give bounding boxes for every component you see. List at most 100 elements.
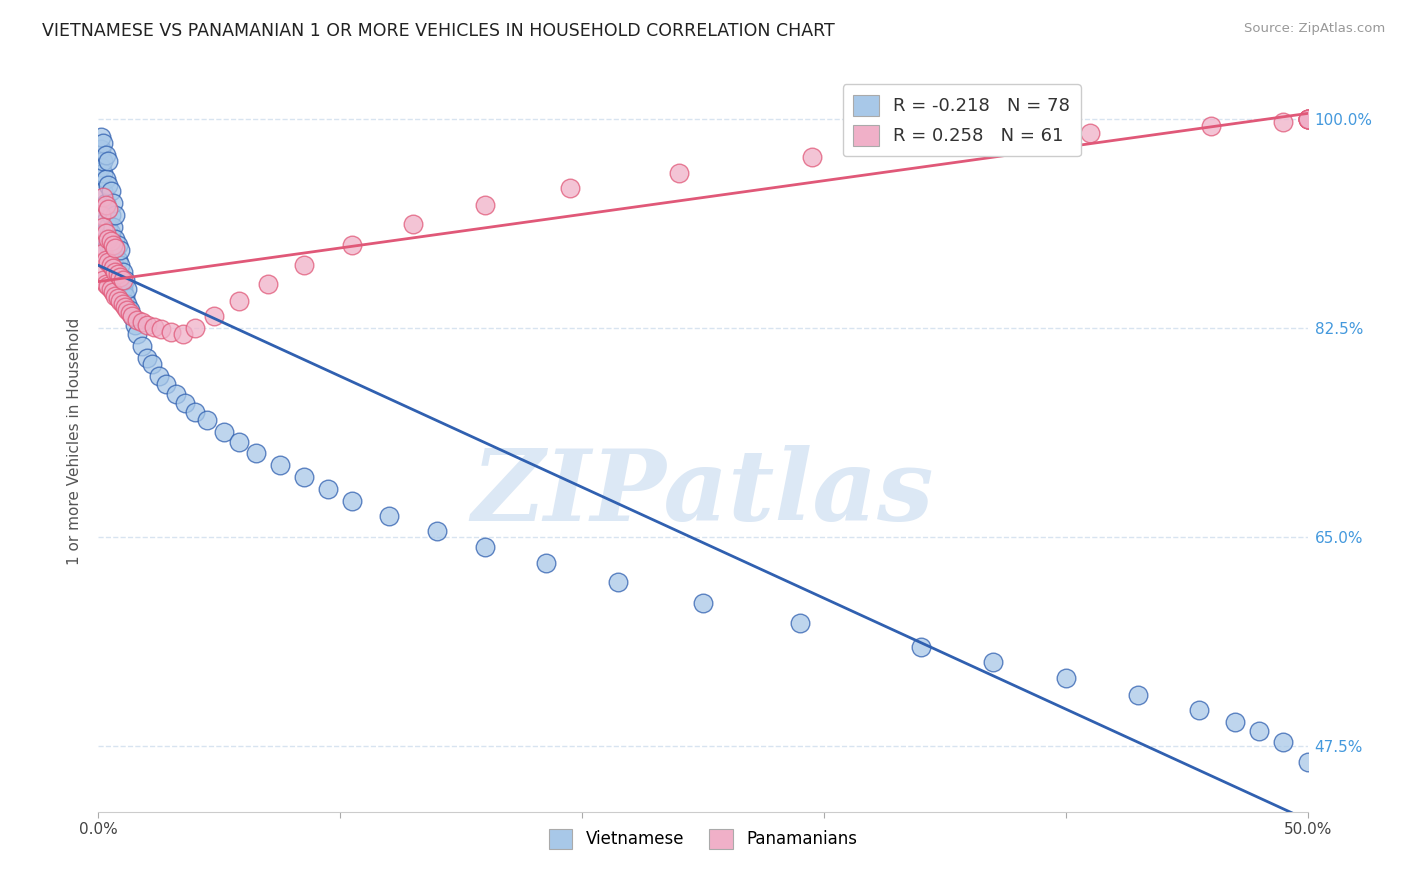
Point <box>204 309 226 323</box>
Point <box>256 277 278 291</box>
Point <box>160 325 183 339</box>
Point <box>1223 715 1246 730</box>
Point <box>91 273 114 287</box>
Point <box>1272 735 1295 749</box>
Point <box>100 234 122 248</box>
Point <box>94 213 117 227</box>
Point <box>91 153 114 168</box>
Point <box>91 208 114 222</box>
Point <box>108 244 131 258</box>
Point <box>184 321 207 335</box>
Point <box>292 258 315 272</box>
Point <box>1296 755 1319 769</box>
Point <box>90 237 112 252</box>
Point <box>91 219 114 234</box>
Point <box>100 208 122 222</box>
Point <box>97 279 120 293</box>
Point <box>1296 112 1319 127</box>
Point <box>101 219 124 234</box>
Point <box>94 231 117 245</box>
Point <box>426 524 449 538</box>
Point <box>111 282 134 296</box>
Point <box>90 130 112 145</box>
Point <box>1296 112 1319 127</box>
Point <box>228 293 250 308</box>
Point <box>141 357 163 371</box>
Point <box>107 237 129 252</box>
Point <box>104 241 127 255</box>
Point <box>94 195 117 210</box>
Point <box>97 237 120 252</box>
Point <box>174 396 197 410</box>
Point <box>789 615 811 630</box>
Point <box>131 315 153 329</box>
Point <box>97 202 120 216</box>
Point <box>121 309 143 323</box>
Point <box>91 184 114 198</box>
Point <box>148 368 170 383</box>
Point <box>981 656 1004 670</box>
Point <box>1296 112 1319 127</box>
Point <box>127 327 149 342</box>
Y-axis label: 1 or more Vehicles in Household: 1 or more Vehicles in Household <box>67 318 83 566</box>
Point <box>108 269 131 284</box>
Point <box>607 575 630 590</box>
Point <box>100 258 122 272</box>
Point <box>90 142 112 156</box>
Point <box>117 303 139 318</box>
Point <box>668 166 690 180</box>
Point <box>101 237 124 252</box>
Point <box>114 289 136 303</box>
Point <box>111 265 134 279</box>
Point <box>101 261 124 276</box>
Point <box>910 640 932 654</box>
Point <box>1128 688 1150 702</box>
Point <box>155 377 177 392</box>
Point <box>111 273 134 287</box>
Point <box>90 160 112 174</box>
Point <box>94 148 117 162</box>
Point <box>97 202 120 216</box>
Point <box>94 226 117 240</box>
Point <box>402 217 425 231</box>
Point <box>107 268 129 282</box>
Point <box>165 386 187 401</box>
Point <box>117 297 139 311</box>
Point <box>97 153 120 168</box>
Text: Source: ZipAtlas.com: Source: ZipAtlas.com <box>1244 22 1385 36</box>
Point <box>172 327 194 342</box>
Point <box>101 255 124 269</box>
Point <box>131 339 153 353</box>
Point <box>934 138 956 153</box>
Point <box>118 303 141 318</box>
Point <box>135 318 157 332</box>
Point <box>91 245 114 260</box>
Point <box>135 351 157 365</box>
Point <box>90 268 112 282</box>
Point <box>534 557 557 571</box>
Point <box>107 253 129 268</box>
Point <box>245 446 267 460</box>
Point <box>1249 723 1271 738</box>
Point <box>101 285 124 300</box>
Point <box>474 198 496 212</box>
Point <box>558 181 581 195</box>
Point <box>104 208 127 222</box>
Point <box>111 297 134 311</box>
Point <box>91 190 114 204</box>
Point <box>94 198 117 212</box>
Point <box>124 318 146 332</box>
Point <box>107 291 129 305</box>
Point <box>114 273 136 287</box>
Point <box>269 458 291 473</box>
Point <box>100 184 122 198</box>
Point <box>108 258 131 272</box>
Point <box>1188 703 1211 717</box>
Point <box>316 483 339 497</box>
Point <box>97 231 120 245</box>
Text: ZIPatlas: ZIPatlas <box>472 445 934 541</box>
Point <box>94 171 117 186</box>
Point <box>143 319 166 334</box>
Point <box>104 289 127 303</box>
Point <box>104 268 127 282</box>
